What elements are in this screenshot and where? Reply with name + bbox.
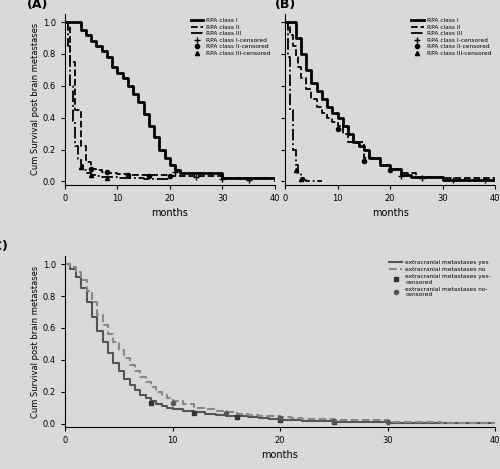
X-axis label: months: months [262,450,298,461]
X-axis label: months: months [372,208,408,218]
Text: (B): (B) [275,0,296,11]
Y-axis label: Cum Survival post brain metastases: Cum Survival post brain metastases [31,265,40,417]
Y-axis label: Cum Survival post brain metastases: Cum Survival post brain metastases [31,23,40,175]
Text: (C): (C) [0,240,8,253]
Legend: RPA class I, RPA class II, RPA class III, RPA class I-censored, RPA class II-cen: RPA class I, RPA class II, RPA class III… [410,17,492,57]
Legend: RPA class I, RPA class II, RPA class III, RPA class I-censored, RPA class II-cen: RPA class I, RPA class II, RPA class III… [190,17,272,57]
Text: (A): (A) [27,0,48,11]
Legend: extracranial metastases yes, extracranial metastases no, extracranial metastases: extracranial metastases yes, extracrania… [388,259,492,298]
X-axis label: months: months [152,208,188,218]
